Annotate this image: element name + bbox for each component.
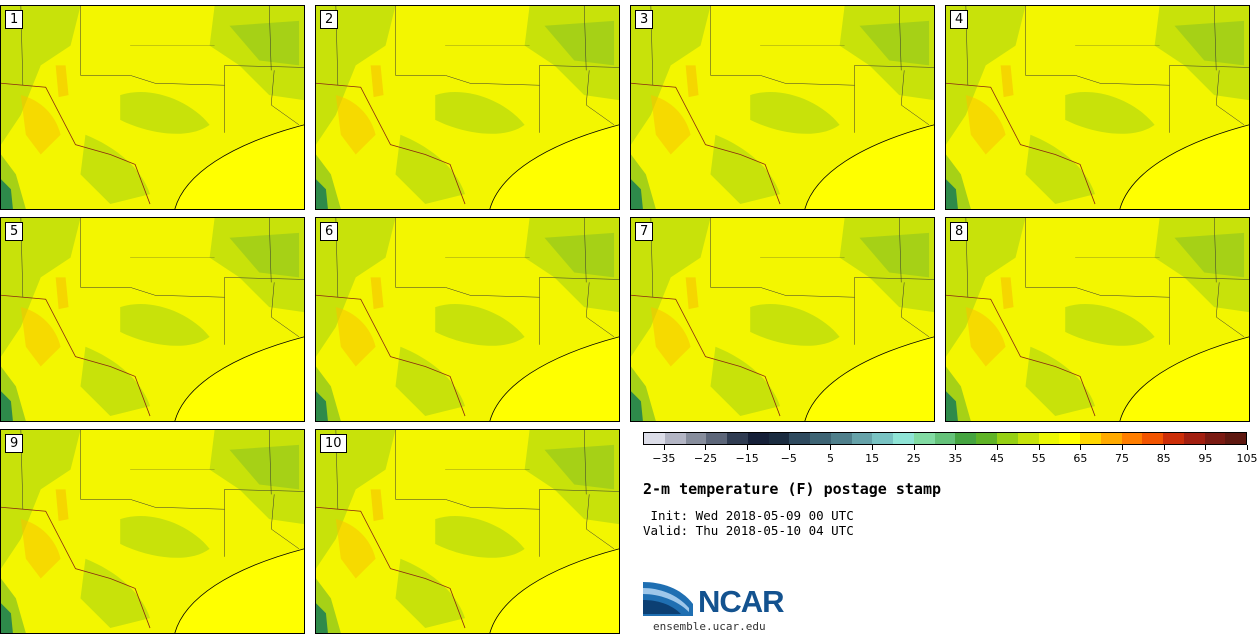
ensemble-member-map: 2 bbox=[315, 5, 620, 210]
colorbar-tick bbox=[705, 445, 707, 450]
run-info: Init: Wed 2018-05-09 00 UTC Valid: Thu 2… bbox=[643, 508, 854, 538]
colorbar-tick-label: 65 bbox=[1073, 452, 1088, 465]
colorbar-tick bbox=[913, 445, 915, 450]
ensemble-member-map: 10 bbox=[315, 429, 620, 634]
colorbar-tick bbox=[1080, 445, 1082, 450]
colorbar-cell bbox=[1100, 433, 1122, 444]
colorbar-cell bbox=[768, 433, 790, 444]
colorbar-tick-label: 45 bbox=[990, 452, 1005, 465]
colorbar-tick-label: −35 bbox=[652, 452, 676, 465]
colorbar-cell bbox=[851, 433, 873, 444]
member-number-label: 4 bbox=[950, 10, 969, 29]
temperature-map bbox=[946, 218, 1249, 421]
colorbar-tick bbox=[788, 445, 790, 450]
colorbar-cell bbox=[664, 433, 686, 444]
colorbar-tick-label: 85 bbox=[1156, 452, 1171, 465]
colorbar-cell bbox=[789, 433, 811, 444]
temperature-map bbox=[316, 430, 619, 633]
colorbar-tick bbox=[872, 445, 874, 450]
colorbar-tick bbox=[997, 445, 999, 450]
colorbar-cell bbox=[1183, 433, 1205, 444]
member-number-label: 2 bbox=[320, 10, 339, 29]
ensemble-member-map: 7 bbox=[630, 217, 935, 422]
ncar-logo-text: NCAR bbox=[698, 584, 785, 619]
colorbar-tick-label: 105 bbox=[1236, 452, 1258, 465]
ensemble-member-map: 5 bbox=[0, 217, 305, 422]
colorbar-cell bbox=[997, 433, 1018, 444]
colorbar-tick-label: 75 bbox=[1115, 452, 1130, 465]
temperature-map bbox=[1, 218, 304, 421]
colorbar-cell bbox=[1017, 433, 1039, 444]
member-number-label: 6 bbox=[320, 222, 339, 241]
colorbar-tick-label: 55 bbox=[1031, 452, 1046, 465]
colorbar-tick-label: −5 bbox=[780, 452, 797, 465]
ensemble-member-map: 8 bbox=[945, 217, 1250, 422]
colorbar-tick-label: 35 bbox=[948, 452, 963, 465]
colorbar-cell bbox=[810, 433, 831, 444]
colorbar-cell bbox=[1204, 433, 1226, 444]
colorbar-cell bbox=[830, 433, 852, 444]
ensemble-member-map: 4 bbox=[945, 5, 1250, 210]
valid-time: Valid: Thu 2018-05-10 04 UTC bbox=[643, 523, 854, 538]
colorbar-cell bbox=[685, 433, 707, 444]
colorbar-tick bbox=[663, 445, 665, 450]
colorbar-tick-label: 95 bbox=[1198, 452, 1213, 465]
member-number-label: 5 bbox=[5, 222, 24, 241]
temperature-map bbox=[1, 430, 304, 633]
colorbar-tick bbox=[1163, 445, 1165, 450]
colorbar-cell bbox=[913, 433, 935, 444]
colorbar-cell bbox=[727, 433, 748, 444]
colorbar-cell bbox=[976, 433, 998, 444]
colorbar-cell bbox=[955, 433, 977, 444]
colorbar-tick bbox=[830, 445, 832, 450]
colorbar-ticks: −35−25−15−55152535455565758595105115 bbox=[643, 445, 1258, 469]
colorbar-tick bbox=[747, 445, 749, 450]
colorbar-tick-label: 5 bbox=[826, 452, 834, 465]
colorbar-tick bbox=[1038, 445, 1040, 450]
colorbar-cell bbox=[1225, 433, 1247, 444]
ensemble-url[interactable]: ensemble.ucar.edu bbox=[653, 620, 766, 633]
colorbar-tick bbox=[1122, 445, 1124, 450]
colorbar-cell bbox=[644, 433, 665, 444]
ensemble-member-map: 6 bbox=[315, 217, 620, 422]
member-number-label: 9 bbox=[5, 434, 24, 453]
ncar-logo-icon bbox=[643, 582, 693, 616]
colorbar-cell bbox=[872, 433, 894, 444]
colorbar-tick bbox=[1205, 445, 1207, 450]
ensemble-member-map: 3 bbox=[630, 5, 935, 210]
colorbar-tick-label: −15 bbox=[735, 452, 759, 465]
colorbar-tick bbox=[1247, 445, 1248, 450]
temperature-map bbox=[946, 6, 1249, 209]
member-number-label: 7 bbox=[635, 222, 654, 241]
temperature-map bbox=[1, 6, 304, 209]
temperature-map bbox=[631, 6, 934, 209]
temperature-map bbox=[631, 218, 934, 421]
chart-title: 2-m temperature (F) postage stamp bbox=[643, 480, 942, 498]
colorbar-cell bbox=[1142, 433, 1164, 444]
colorbar-cell bbox=[706, 433, 728, 444]
init-time: Init: Wed 2018-05-09 00 UTC bbox=[643, 508, 854, 523]
member-number-label: 10 bbox=[320, 434, 347, 453]
member-number-label: 1 bbox=[5, 10, 24, 29]
colorbar-cell bbox=[1038, 433, 1060, 444]
colorbar-tick-label: 25 bbox=[906, 452, 921, 465]
colorbar-cell bbox=[1080, 433, 1101, 444]
ensemble-member-map: 1 bbox=[0, 5, 305, 210]
member-number-label: 3 bbox=[635, 10, 654, 29]
colorbar-tick bbox=[955, 445, 957, 450]
colorbar-cell bbox=[1121, 433, 1143, 444]
colorbar-cell bbox=[1059, 433, 1081, 444]
colorbar-cell bbox=[747, 433, 769, 444]
colorbar-tick-label: 15 bbox=[865, 452, 880, 465]
colorbar-cell bbox=[934, 433, 956, 444]
colorbar-cell bbox=[893, 433, 914, 444]
member-number-label: 8 bbox=[950, 222, 969, 241]
temperature-colorbar bbox=[643, 432, 1247, 445]
ensemble-member-map: 9 bbox=[0, 429, 305, 634]
temperature-map bbox=[316, 218, 619, 421]
colorbar-cell bbox=[1163, 433, 1184, 444]
temperature-map bbox=[316, 6, 619, 209]
colorbar-tick-label: −25 bbox=[693, 452, 718, 465]
